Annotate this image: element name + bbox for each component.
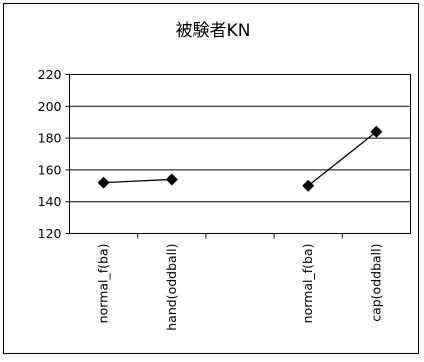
chart-border: [3, 3, 419, 354]
chart-title: 被験者KN: [176, 21, 251, 41]
x-axis-ticks: normal_f(ba) hand(oddball) normal_f(ba) cap…: [96, 233, 383, 331]
series-line: [103, 178, 172, 184]
series-lines: [103, 131, 377, 187]
data-point-marker: [165, 173, 178, 186]
gridlines: [69, 105, 411, 203]
data-point-marker: [370, 125, 383, 138]
series-line: [307, 131, 377, 187]
x-tick-label: hand(oddball): [164, 243, 179, 330]
y-tick-label: 160: [38, 162, 62, 177]
data-point-marker: [97, 176, 110, 189]
x-tick-label: normal_f(ba): [96, 244, 111, 324]
plot-border: [69, 74, 411, 234]
y-tick-label: 140: [38, 194, 62, 209]
x-tick-label: normal_f(ba): [300, 244, 315, 324]
plot-area: 120 140 160 180 200 220 normal_f(ba) hand(oddb…: [38, 67, 411, 331]
y-tick-label: 200: [38, 99, 62, 114]
y-tick-label: 220: [38, 67, 62, 82]
y-tick-label: 180: [38, 131, 62, 146]
y-tick-label: 120: [38, 226, 62, 241]
x-tick-label: cap(oddball): [368, 244, 383, 322]
y-axis-ticks: 120 140 160 180 200 220: [38, 67, 70, 241]
data-markers: [97, 125, 383, 192]
data-point-marker: [302, 179, 315, 192]
